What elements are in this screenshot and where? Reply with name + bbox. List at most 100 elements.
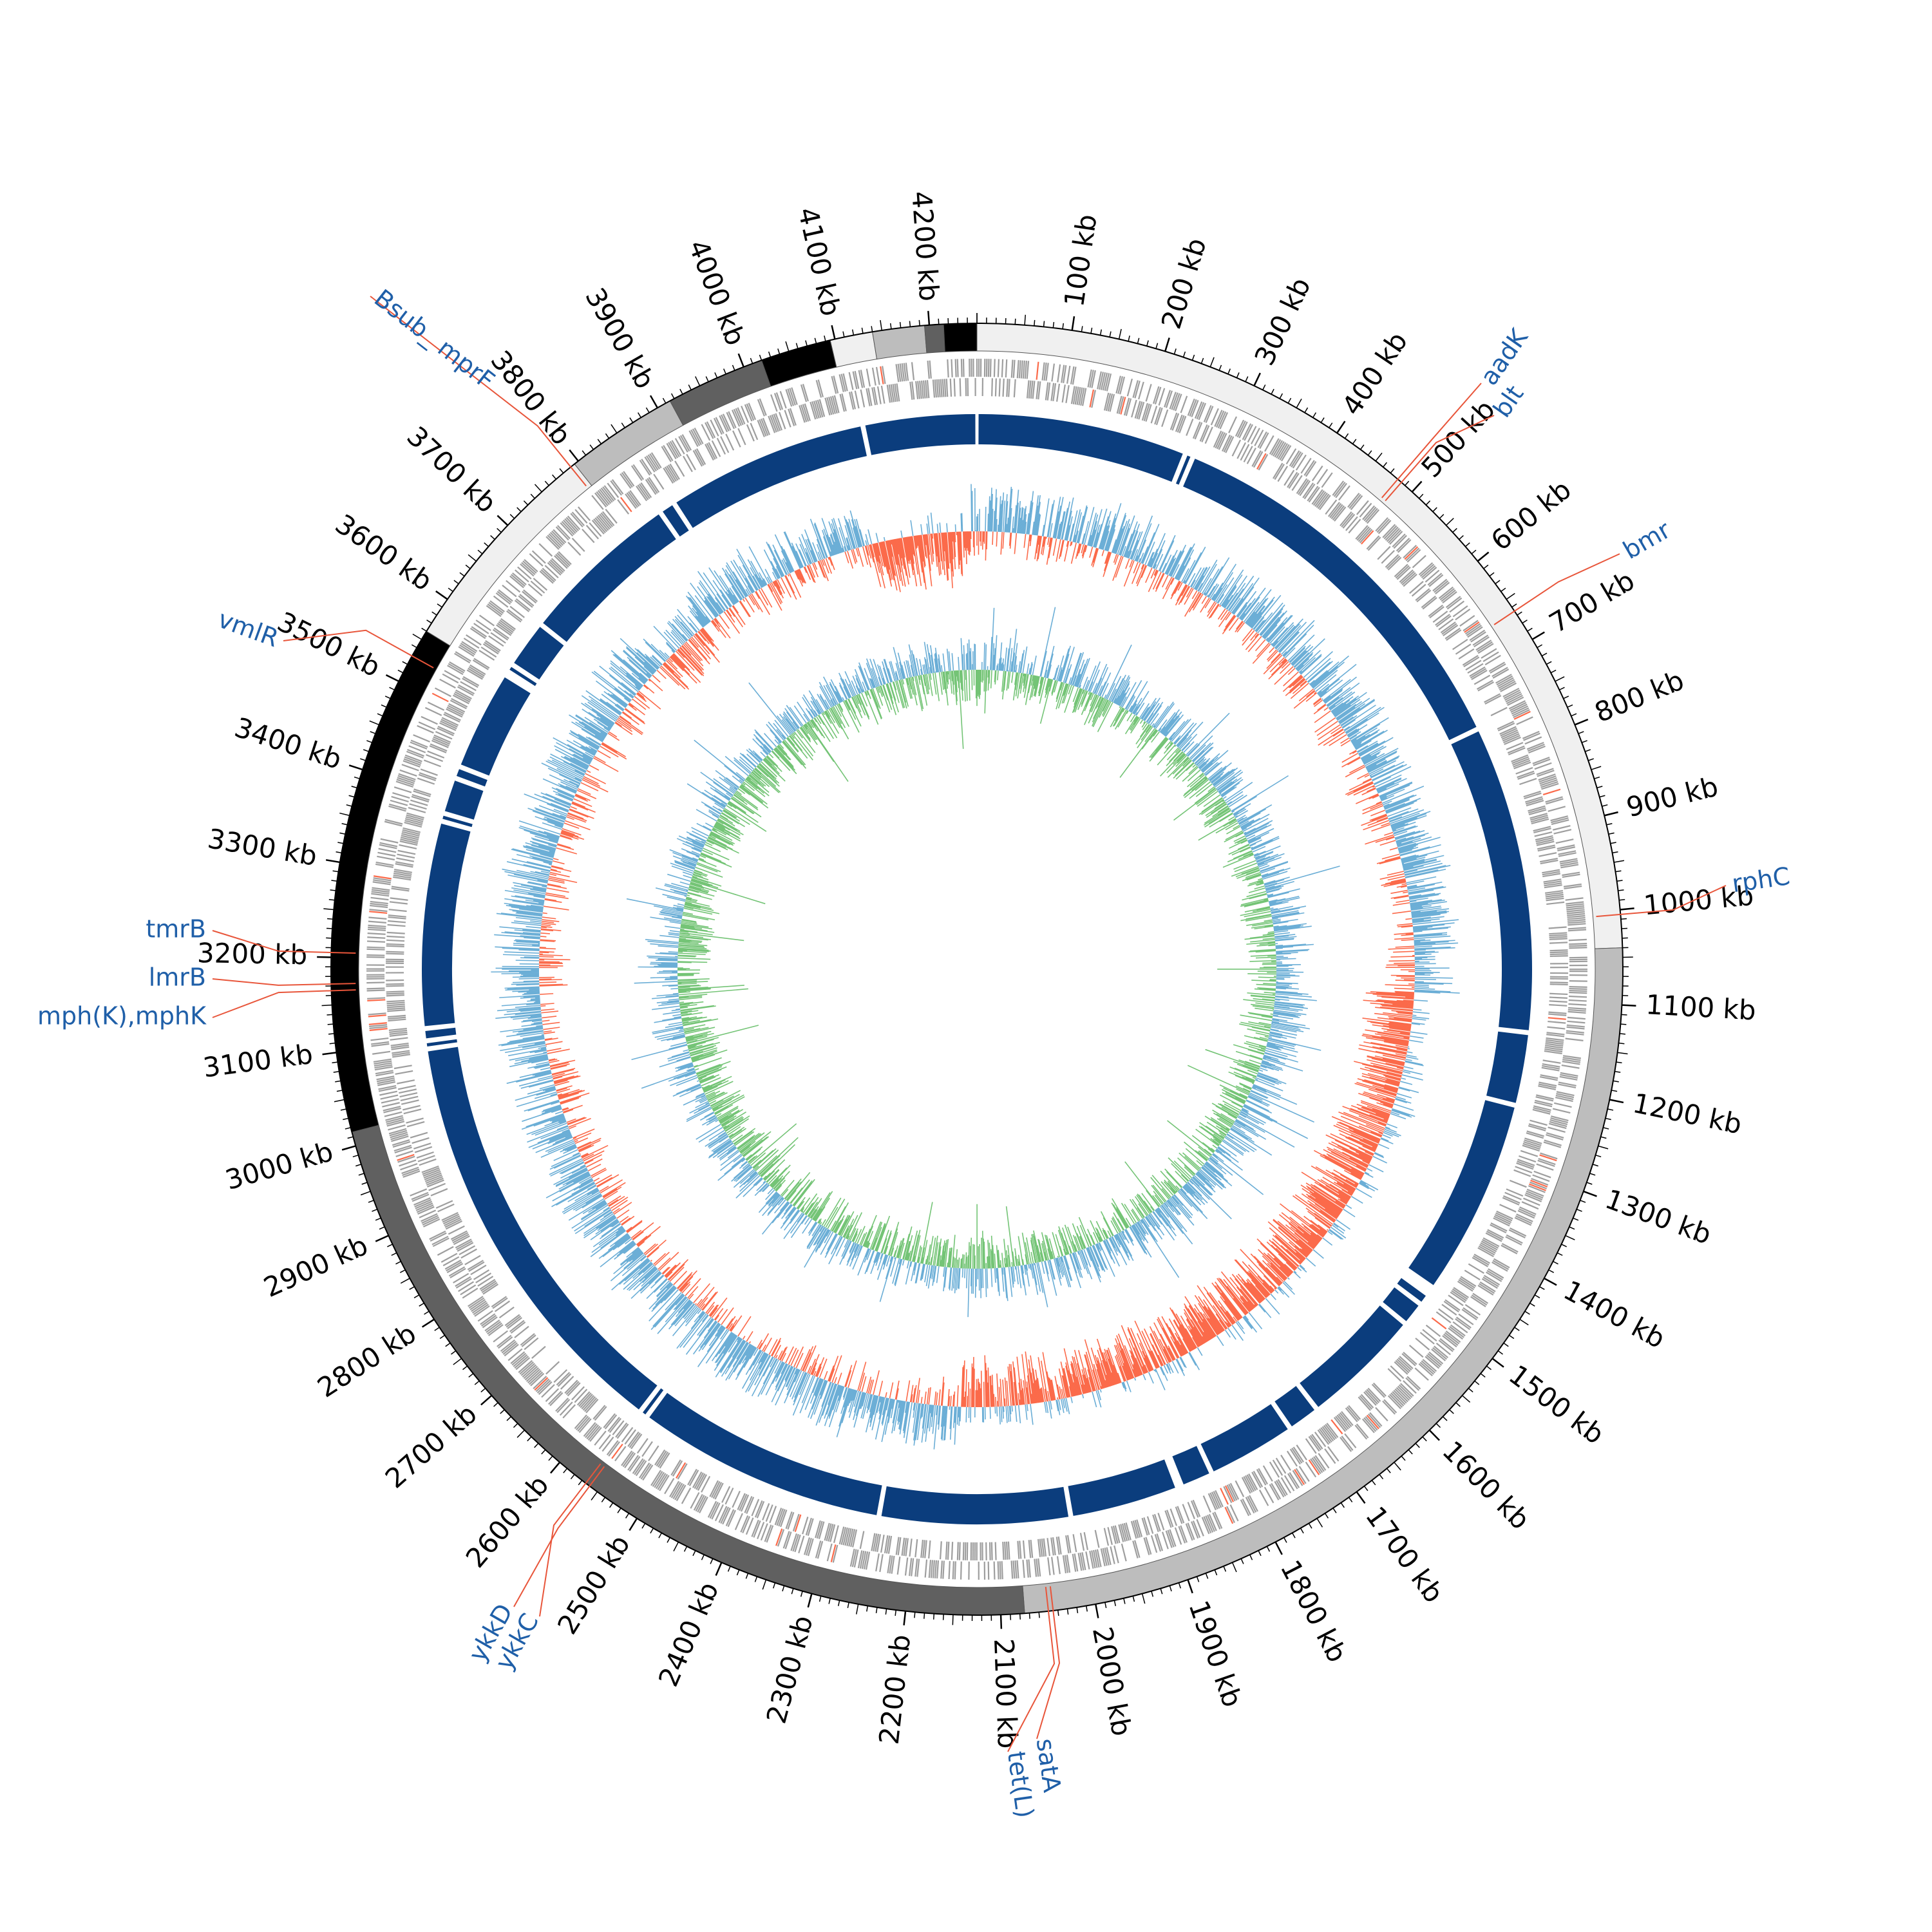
cds-feature: [1134, 1520, 1141, 1538]
cds-feature: [553, 529, 567, 544]
cds-feature: [536, 1379, 551, 1394]
cds-feature: [527, 1370, 542, 1384]
minor-tick: [1308, 1523, 1312, 1529]
cds-feature: [401, 831, 420, 837]
gc-content-bar: [905, 1380, 911, 1402]
minor-tick: [609, 1502, 614, 1508]
cds-feature: [1350, 495, 1363, 511]
cds-feature: [924, 1540, 927, 1558]
cds-feature: [1361, 1418, 1375, 1434]
major-tick: [649, 395, 658, 408]
cds-feature: [369, 1024, 388, 1027]
cds-feature: [514, 600, 530, 612]
cds-feature: [598, 1434, 611, 1450]
cds-feature: [1236, 442, 1247, 459]
cds-feature: [785, 1511, 793, 1530]
minor-tick: [1571, 713, 1577, 717]
major-tick: [435, 590, 448, 600]
cds-feature: [1394, 1361, 1408, 1375]
cds-feature: [1106, 1547, 1112, 1566]
cds-feature: [451, 697, 468, 708]
minor-tick: [513, 1423, 518, 1428]
cds-feature: [1515, 1215, 1533, 1224]
cds-feature: [522, 591, 537, 604]
cds-feature: [626, 492, 638, 508]
cds-feature: [402, 1168, 420, 1177]
cds-feature: [1473, 1255, 1490, 1266]
cds-feature: [442, 1215, 460, 1225]
tick-label: 200 kb: [1155, 234, 1213, 333]
cds-feature: [880, 366, 884, 384]
cds-feature: [1325, 499, 1338, 515]
gc-content-bar: [518, 978, 540, 980]
cds-feature: [748, 402, 757, 421]
cds-feature: [701, 1475, 711, 1493]
cds-feature: [585, 524, 599, 540]
gc-content-bar: [1395, 980, 1415, 981]
cds-feature: [1392, 533, 1406, 548]
cds-feature: [426, 753, 444, 762]
cds-feature: [1431, 1349, 1446, 1361]
minor-tick: [1271, 388, 1274, 395]
cds-feature: [497, 591, 512, 603]
cds-feature: [725, 433, 735, 451]
minor-tick: [1034, 319, 1036, 327]
gc-content-bar: [1050, 1401, 1052, 1410]
cds-feature: [1134, 381, 1141, 399]
gc-content-bar: [1412, 1011, 1430, 1014]
cds-feature: [403, 758, 421, 766]
cds-feature: [1141, 402, 1148, 421]
gc-content-bar: [1142, 1374, 1146, 1381]
minor-tick: [368, 1200, 374, 1203]
cds-feature: [735, 408, 744, 426]
minor-tick: [544, 480, 549, 486]
cds-feature: [1030, 380, 1034, 399]
cds-feature: [498, 1306, 515, 1319]
gc-content-bar: [1135, 523, 1152, 562]
minor-tick: [360, 758, 366, 761]
cds-feature: [1533, 828, 1551, 834]
major-tick: [497, 515, 509, 526]
cds-feature: [1385, 554, 1399, 568]
cds-feature: [1372, 1382, 1387, 1397]
cds-feature: [1415, 1338, 1430, 1350]
cds-feature: [1414, 1367, 1429, 1381]
gc-content-bar: [1028, 502, 1034, 535]
cds-feature: [1273, 462, 1283, 479]
cds-feature: [1566, 903, 1584, 907]
cds-feature: [500, 618, 516, 630]
gc-content-bar: [1403, 1066, 1414, 1070]
gc-content-bar: [1309, 683, 1311, 685]
blast-hit-block: [1068, 1459, 1175, 1516]
cds-feature: [426, 1177, 444, 1186]
cds-feature: [376, 1075, 395, 1081]
cds-feature: [1010, 1560, 1014, 1579]
cds-feature: [1542, 873, 1561, 878]
cds-feature: [493, 627, 509, 639]
cds-feature: [471, 1302, 488, 1314]
cds-feature: [928, 1540, 931, 1559]
minor-tick: [1137, 337, 1140, 344]
cds-feature: [1533, 826, 1551, 832]
cds-feature: [413, 1197, 431, 1206]
minor-tick: [1218, 365, 1222, 371]
minor-tick: [1146, 340, 1149, 346]
gc-content-bar: [1361, 815, 1388, 826]
minor-tick: [1014, 318, 1016, 325]
minor-tick: [1160, 1588, 1163, 1595]
cds-feature: [514, 1356, 529, 1369]
gc-content-bar: [994, 497, 998, 532]
cds-feature: [1543, 1141, 1562, 1148]
cds-feature: [460, 1284, 477, 1296]
gc-content-bar: [1005, 501, 1009, 533]
major-tick: [1336, 421, 1346, 434]
cds-feature: [388, 1018, 406, 1022]
cds-feature: [1509, 1179, 1527, 1188]
cds-feature: [415, 1202, 433, 1211]
minor-tick: [1113, 1600, 1117, 1606]
gc-content-bar: [1322, 1237, 1333, 1246]
minor-tick: [345, 1127, 351, 1130]
cds-feature: [1530, 813, 1548, 819]
cds-feature: [903, 363, 907, 381]
gc-content-bar: [1114, 554, 1119, 565]
